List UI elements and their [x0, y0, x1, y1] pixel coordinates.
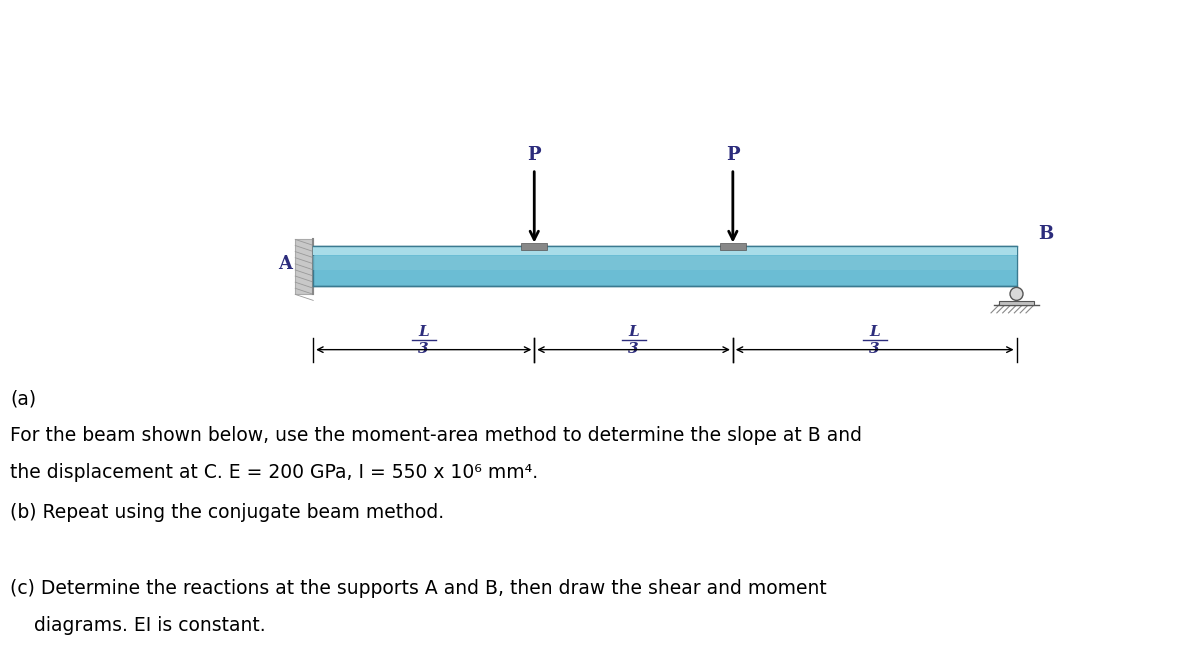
Bar — [521, 243, 547, 250]
Text: For the beam shown below, use the moment-area method to determine the slope at B: For the beam shown below, use the moment… — [9, 426, 862, 446]
Text: B: B — [1039, 225, 1054, 243]
Text: P: P — [527, 146, 541, 164]
Text: L: L — [628, 324, 639, 338]
Text: 3: 3 — [870, 342, 879, 356]
Text: (b) Repeat using the conjugate beam method.: (b) Repeat using the conjugate beam meth… — [9, 503, 444, 522]
Text: A: A — [278, 255, 292, 274]
Bar — [296, 239, 313, 294]
Bar — [313, 246, 1017, 255]
Text: diagrams. EI is constant.: diagrams. EI is constant. — [9, 616, 266, 635]
Text: (c) Determine the reactions at the supports A and B, then draw the shear and mom: (c) Determine the reactions at the suppo… — [9, 579, 826, 599]
Text: P: P — [726, 146, 740, 164]
Text: (a): (a) — [9, 390, 37, 409]
Text: 3: 3 — [418, 342, 429, 356]
Text: 3: 3 — [629, 342, 638, 356]
Text: the displacement at C. E = 200 GPa, I = 550 x 10⁶ mm⁴.: the displacement at C. E = 200 GPa, I = … — [9, 463, 538, 482]
Bar — [999, 301, 1034, 305]
Bar — [313, 256, 1017, 270]
Bar — [720, 243, 746, 250]
Text: L: L — [418, 324, 429, 338]
Text: L: L — [869, 324, 881, 338]
Bar — [313, 246, 1017, 286]
Circle shape — [1011, 288, 1022, 300]
